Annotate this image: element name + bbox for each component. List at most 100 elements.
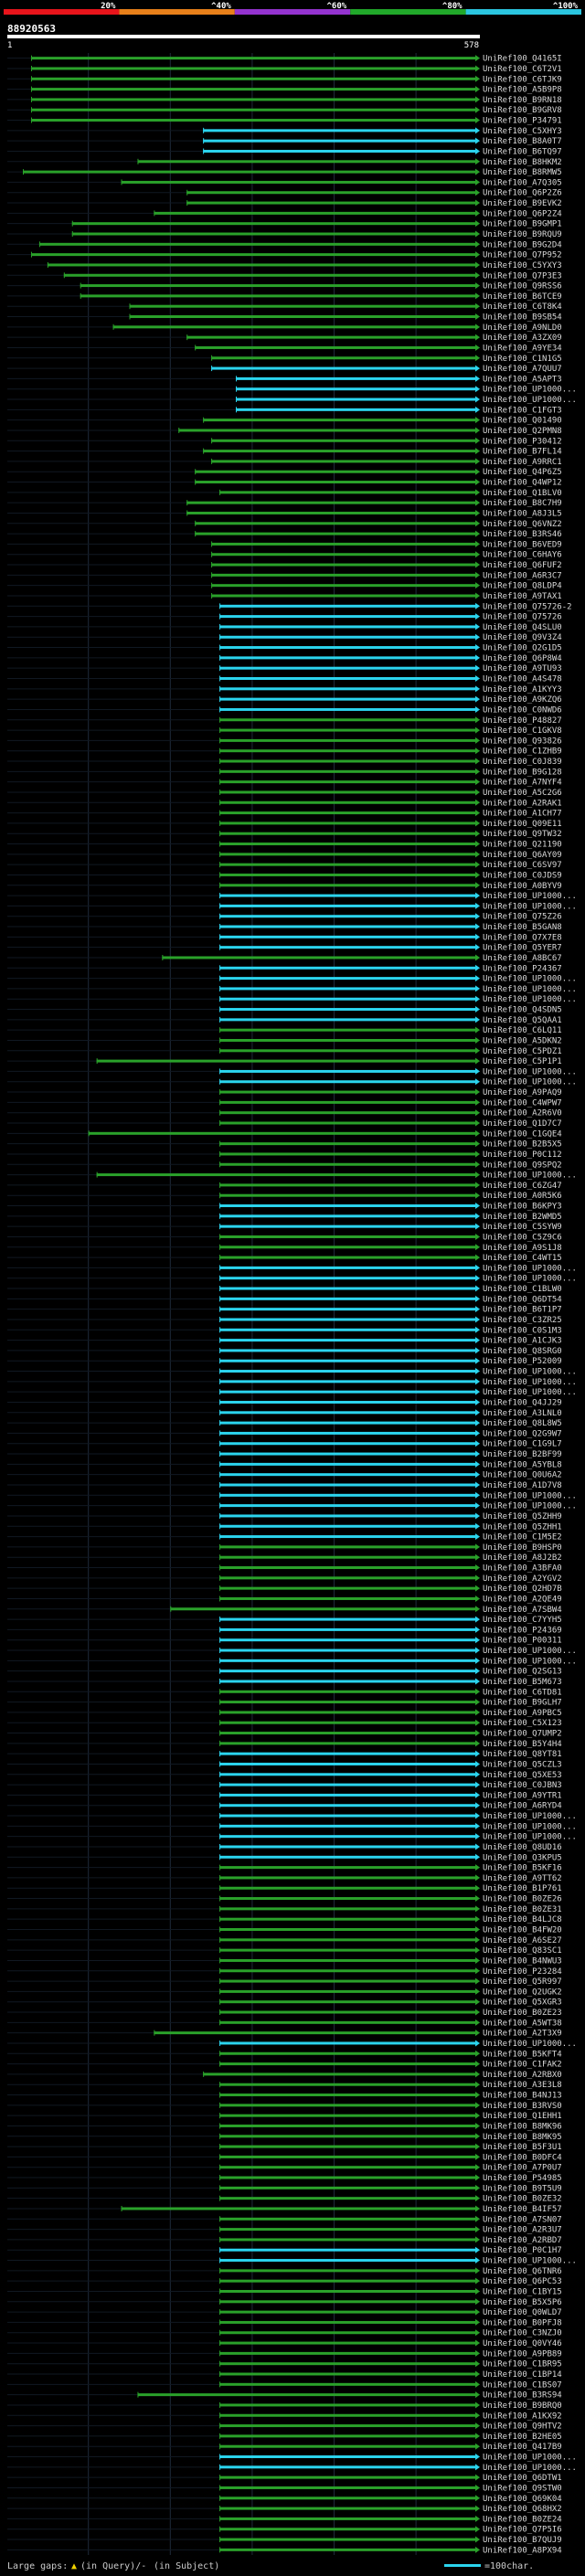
hit-row[interactable]: UniRef100_Q8SRG0 bbox=[7, 1347, 562, 1356]
hit-row[interactable]: UniRef100_UP1000... bbox=[7, 1275, 577, 1284]
hit-bar[interactable] bbox=[38, 242, 476, 246]
hit-row[interactable]: UniRef100_A9PBC5 bbox=[7, 1709, 562, 1718]
hit-label[interactable]: UniRef100_Q2PMN8 bbox=[483, 427, 562, 436]
hit-row[interactable]: UniRef100_P30412 bbox=[7, 437, 562, 446]
hit-label[interactable]: UniRef100_B6KPY3 bbox=[483, 1203, 562, 1212]
hit-bar[interactable] bbox=[219, 1845, 476, 1849]
hit-label[interactable]: UniRef100_UP1000... bbox=[483, 1264, 577, 1273]
hit-row[interactable]: UniRef100_Q8LDP4 bbox=[7, 582, 562, 591]
hit-bar[interactable] bbox=[219, 666, 476, 670]
hit-bar[interactable] bbox=[219, 1483, 476, 1487]
hit-bar[interactable] bbox=[195, 470, 476, 473]
hit-label[interactable]: UniRef100_B6VED9 bbox=[483, 540, 562, 549]
hit-row[interactable]: UniRef100_C5PDZ1 bbox=[7, 1047, 562, 1056]
hit-bar[interactable] bbox=[219, 1948, 476, 1952]
hit-row[interactable]: UniRef100_A1CH77 bbox=[7, 810, 562, 819]
hit-bar[interactable] bbox=[219, 1224, 476, 1228]
hit-bar[interactable] bbox=[219, 2444, 476, 2448]
hit-bar[interactable] bbox=[219, 1804, 476, 1807]
hit-bar[interactable] bbox=[219, 635, 476, 639]
hit-bar[interactable] bbox=[211, 573, 476, 577]
hit-bar[interactable] bbox=[219, 1308, 476, 1311]
hit-bar[interactable] bbox=[219, 2517, 476, 2520]
hit-label[interactable]: UniRef100_B4FW20 bbox=[483, 1926, 562, 1935]
hit-label[interactable]: UniRef100_B0ZE26 bbox=[483, 1895, 562, 1904]
hit-row[interactable]: UniRef100_B0ZE32 bbox=[7, 2195, 562, 2204]
hit-row[interactable]: UniRef100_UP1000... bbox=[7, 1078, 577, 1087]
hit-bar[interactable] bbox=[154, 2031, 476, 2035]
hit-bar[interactable] bbox=[186, 201, 476, 205]
hit-bar[interactable] bbox=[219, 1814, 476, 1818]
hit-row[interactable]: UniRef100_A2RAK1 bbox=[7, 799, 562, 808]
hit-row[interactable]: UniRef100_Q0U6A2 bbox=[7, 1471, 562, 1480]
hit-label[interactable]: UniRef100_A2R6V0 bbox=[483, 1109, 562, 1118]
hit-row[interactable]: UniRef100_B6T1P7 bbox=[7, 1306, 562, 1315]
hit-row[interactable]: UniRef100_B9G2D4 bbox=[7, 240, 562, 249]
hit-row[interactable]: UniRef100_C1FAK2 bbox=[7, 2061, 562, 2070]
hit-row[interactable]: UniRef100_B0PFJ8 bbox=[7, 2318, 562, 2327]
hit-label[interactable]: UniRef100_UP1000... bbox=[483, 985, 577, 994]
hit-row[interactable]: UniRef100_A7SBW4 bbox=[7, 1606, 562, 1615]
hit-label[interactable]: UniRef100_P48827 bbox=[483, 716, 562, 726]
hit-bar[interactable] bbox=[219, 2010, 476, 2014]
hit-bar[interactable] bbox=[162, 956, 476, 959]
hit-label[interactable]: UniRef100_C1BY15 bbox=[483, 2287, 562, 2296]
hit-row[interactable]: UniRef100_Q4JJ29 bbox=[7, 1398, 562, 1407]
hit-row[interactable]: UniRef100_Q1D7C7 bbox=[7, 1119, 562, 1129]
hit-label[interactable]: UniRef100_C6T8K4 bbox=[483, 302, 562, 312]
hit-label[interactable]: UniRef100_B2B5X5 bbox=[483, 1140, 562, 1150]
hit-row[interactable]: UniRef100_UP1000... bbox=[7, 1264, 577, 1273]
hit-label[interactable]: UniRef100_C1GQE4 bbox=[483, 1129, 562, 1139]
hit-row[interactable]: UniRef100_A0BYV9 bbox=[7, 882, 562, 891]
hit-label[interactable]: UniRef100_B8C7H9 bbox=[483, 499, 562, 508]
hit-label[interactable]: UniRef100_Q93826 bbox=[483, 737, 562, 746]
hit-bar[interactable] bbox=[219, 1732, 476, 1735]
hit-label[interactable]: UniRef100_A1KX92 bbox=[483, 2412, 562, 2421]
hit-bar[interactable] bbox=[219, 1711, 476, 1714]
hit-row[interactable]: UniRef100_A5WT38 bbox=[7, 2019, 562, 2028]
hit-row[interactable]: UniRef100_UP1000... bbox=[7, 2454, 577, 2463]
hit-row[interactable]: UniRef100_A9S1J8 bbox=[7, 1244, 562, 1253]
hit-label[interactable]: UniRef100_P54985 bbox=[483, 2174, 562, 2183]
hit-row[interactable]: UniRef100_Q6TNR6 bbox=[7, 2267, 562, 2276]
hit-row[interactable]: UniRef100_UP1000... bbox=[7, 1647, 577, 1656]
hit-label[interactable]: UniRef100_B0DFC4 bbox=[483, 2153, 562, 2162]
hit-row[interactable]: UniRef100_UP1000... bbox=[7, 902, 577, 911]
hit-row[interactable]: UniRef100_Q0VY46 bbox=[7, 2339, 562, 2348]
hit-bar[interactable] bbox=[219, 491, 476, 494]
hit-bar[interactable] bbox=[219, 1783, 476, 1786]
hit-row[interactable]: UniRef100_Q5XE53 bbox=[7, 1771, 562, 1780]
hit-bar[interactable] bbox=[219, 1400, 476, 1404]
hit-row[interactable]: UniRef100_A8PX94 bbox=[7, 2546, 562, 2555]
hit-bar[interactable] bbox=[30, 98, 476, 101]
hit-row[interactable]: UniRef100_A8J2B2 bbox=[7, 1553, 562, 1563]
hit-bar[interactable] bbox=[219, 1835, 476, 1839]
hit-label[interactable]: UniRef100_Q7P3E3 bbox=[483, 271, 562, 281]
hit-row[interactable]: UniRef100_A9YE34 bbox=[7, 344, 562, 353]
hit-bar[interactable] bbox=[219, 1277, 476, 1280]
hit-bar[interactable] bbox=[219, 1690, 476, 1693]
hit-row[interactable]: UniRef100_B4NJ13 bbox=[7, 2092, 562, 2101]
hit-label[interactable]: UniRef100_UP1000... bbox=[483, 2464, 577, 2473]
hit-row[interactable]: UniRef100_A2RBX0 bbox=[7, 2071, 562, 2080]
hit-label[interactable]: UniRef100_Q2UGK2 bbox=[483, 1988, 562, 1997]
hit-row[interactable]: UniRef100_Q7P3E3 bbox=[7, 271, 562, 281]
hit-label[interactable]: UniRef100_C5XHY3 bbox=[483, 127, 562, 136]
hit-bar[interactable] bbox=[112, 325, 476, 329]
hit-row[interactable]: UniRef100_P0C112 bbox=[7, 1150, 562, 1160]
hit-row[interactable]: UniRef100_C1GQE4 bbox=[7, 1129, 562, 1139]
hit-row[interactable]: UniRef100_Q8UD16 bbox=[7, 1843, 562, 1852]
hit-bar[interactable] bbox=[219, 646, 476, 650]
hit-row[interactable]: UniRef100_Q5YER7 bbox=[7, 944, 562, 953]
hit-bar[interactable] bbox=[219, 1586, 476, 1590]
hit-bar[interactable] bbox=[219, 2331, 476, 2335]
hit-label[interactable]: UniRef100_B6TQ97 bbox=[483, 147, 562, 156]
hit-row[interactable]: UniRef100_C5X123 bbox=[7, 1719, 562, 1728]
hit-label[interactable]: UniRef100_P0C112 bbox=[483, 1150, 562, 1160]
hit-bar[interactable] bbox=[219, 2124, 476, 2127]
hit-label[interactable]: UniRef100_B9T5U9 bbox=[483, 2184, 562, 2193]
hit-bar[interactable] bbox=[219, 2176, 476, 2179]
hit-row[interactable]: UniRef100_Q75726 bbox=[7, 613, 562, 622]
hit-label[interactable]: UniRef100_C0NWD6 bbox=[483, 705, 562, 715]
hit-row[interactable]: UniRef100_B5F3U1 bbox=[7, 2143, 562, 2152]
